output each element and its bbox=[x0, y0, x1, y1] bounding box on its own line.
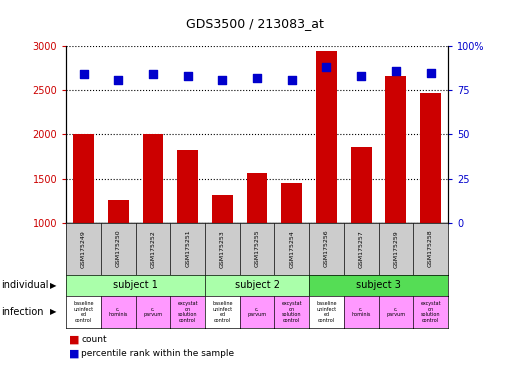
Point bbox=[427, 70, 435, 76]
Text: GSM175250: GSM175250 bbox=[116, 230, 121, 267]
Text: excystat
on
solution
control: excystat on solution control bbox=[177, 301, 198, 323]
Bar bbox=[108, 200, 129, 223]
Text: percentile rank within the sample: percentile rank within the sample bbox=[81, 349, 235, 358]
Text: GSM175253: GSM175253 bbox=[220, 230, 225, 268]
Text: GSM175255: GSM175255 bbox=[254, 230, 260, 267]
Text: ▶: ▶ bbox=[50, 281, 56, 290]
Text: GSM175254: GSM175254 bbox=[289, 230, 294, 268]
Text: c.
parvum: c. parvum bbox=[386, 306, 406, 318]
Text: GSM175251: GSM175251 bbox=[185, 230, 190, 267]
Text: subject 3: subject 3 bbox=[356, 280, 401, 290]
Point bbox=[288, 76, 296, 83]
Text: c.
hominis: c. hominis bbox=[108, 306, 128, 318]
Bar bbox=[316, 51, 337, 223]
Text: GSM175258: GSM175258 bbox=[428, 230, 433, 267]
Point bbox=[392, 68, 400, 74]
Point bbox=[184, 73, 192, 79]
Bar bbox=[247, 173, 267, 223]
Text: c.
parvum: c. parvum bbox=[144, 306, 162, 318]
Text: ■: ■ bbox=[69, 349, 79, 359]
Bar bbox=[281, 183, 302, 223]
Text: baseline
uninfect
ed
control: baseline uninfect ed control bbox=[212, 301, 233, 323]
Text: GSM175252: GSM175252 bbox=[151, 230, 155, 268]
Point bbox=[218, 76, 227, 83]
Text: GSM175256: GSM175256 bbox=[324, 230, 329, 267]
Text: ■: ■ bbox=[69, 335, 79, 345]
Bar bbox=[177, 150, 198, 223]
Text: infection: infection bbox=[1, 307, 43, 317]
Point bbox=[322, 64, 330, 70]
Bar bbox=[385, 76, 406, 223]
Text: baseline
uninfect
ed
control: baseline uninfect ed control bbox=[316, 301, 337, 323]
Text: subject 2: subject 2 bbox=[235, 280, 279, 290]
Text: count: count bbox=[81, 335, 107, 344]
Point bbox=[79, 71, 88, 78]
Bar bbox=[420, 93, 441, 223]
Point bbox=[114, 76, 122, 83]
Text: GSM175259: GSM175259 bbox=[393, 230, 399, 268]
Point bbox=[357, 73, 365, 79]
Text: GSM175257: GSM175257 bbox=[359, 230, 363, 268]
Point bbox=[149, 71, 157, 78]
Text: GDS3500 / 213083_at: GDS3500 / 213083_at bbox=[186, 17, 323, 30]
Text: individual: individual bbox=[1, 280, 48, 290]
Text: c.
parvum: c. parvum bbox=[247, 306, 267, 318]
Bar bbox=[143, 134, 163, 223]
Text: ▶: ▶ bbox=[50, 308, 56, 316]
Text: excystat
on
solution
control: excystat on solution control bbox=[420, 301, 441, 323]
Text: c.
hominis: c. hominis bbox=[352, 306, 371, 318]
Bar bbox=[73, 134, 94, 223]
Point bbox=[253, 75, 261, 81]
Bar bbox=[351, 147, 372, 223]
Text: subject 1: subject 1 bbox=[113, 280, 158, 290]
Bar bbox=[212, 195, 233, 223]
Text: excystat
on
solution
control: excystat on solution control bbox=[281, 301, 302, 323]
Text: GSM175249: GSM175249 bbox=[81, 230, 86, 268]
Text: baseline
uninfect
ed
control: baseline uninfect ed control bbox=[73, 301, 94, 323]
